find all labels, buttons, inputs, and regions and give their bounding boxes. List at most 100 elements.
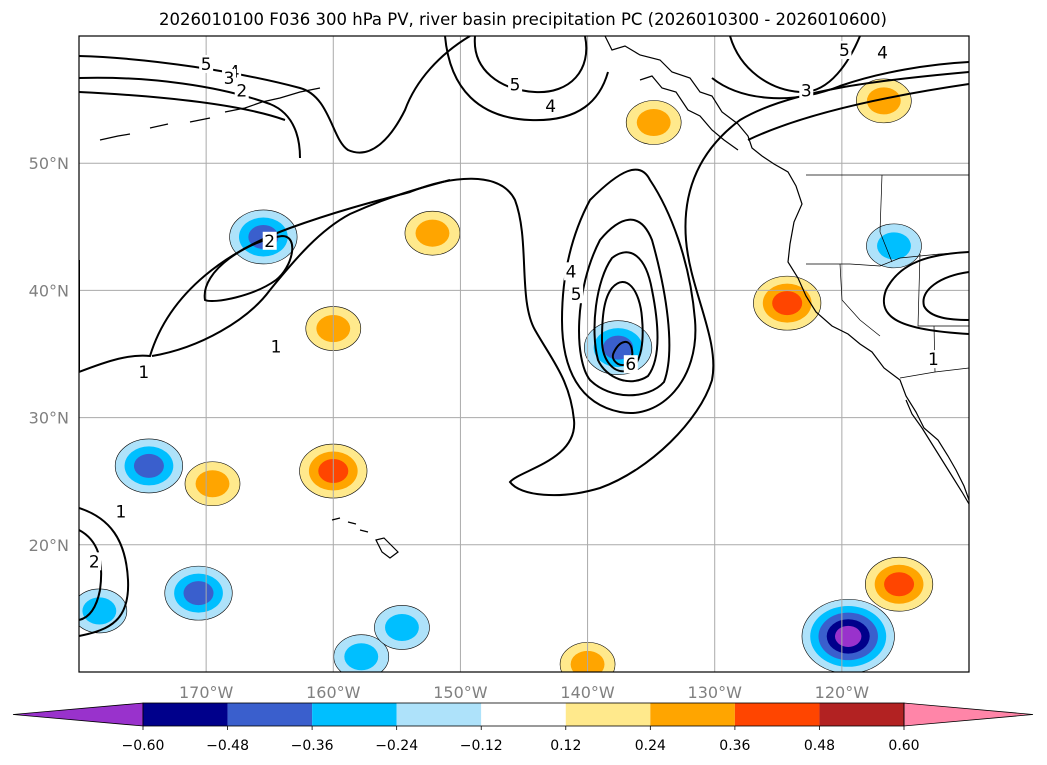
colorbar-tick-label: 0.24 [635, 738, 666, 754]
precip-anomaly-outline [164, 565, 233, 621]
colorbar-tick-label: 0.48 [804, 738, 835, 754]
colorbar-tick-label: 0.36 [719, 738, 750, 754]
pv-contours [79, 36, 969, 637]
colorbar-segment [565, 703, 651, 726]
map-frame [78, 35, 970, 673]
precip-anomaly-outline [374, 605, 430, 650]
pv-contour [151, 179, 451, 357]
pv-contour [79, 76, 301, 159]
contour-label-bg [799, 81, 814, 100]
contour-label-bg [508, 75, 523, 94]
pv-contour [79, 91, 286, 121]
contour-label-bg [837, 40, 852, 59]
pv-contour [79, 507, 130, 637]
pv-contour [882, 251, 969, 335]
precip-anomaly-outline [584, 320, 653, 375]
lon-label: 170°W [179, 683, 234, 702]
precip-anomaly [884, 572, 915, 597]
lat-label: 30°N [29, 409, 69, 428]
contour-label: 1 [138, 363, 149, 383]
pv-contour [747, 83, 969, 141]
pv-contour [560, 168, 697, 415]
precip-anomaly-outline [184, 461, 241, 507]
contour-label: 5 [201, 55, 212, 75]
contour-label: 5 [510, 75, 521, 95]
contour-label: 4 [545, 97, 556, 117]
colorbar-segment [143, 703, 228, 726]
gridlines [79, 36, 969, 672]
north-america-coastline [604, 36, 969, 501]
contour-label: 1 [116, 503, 127, 523]
pv-contour [593, 251, 659, 383]
contour-label-bg [926, 350, 941, 369]
lon-label: 150°W [433, 683, 488, 702]
precip-anomaly [877, 232, 911, 260]
colorbar-segment [650, 703, 735, 726]
us-state-lines [806, 174, 969, 373]
precip-anomaly-outline [625, 100, 682, 145]
pv-contour [473, 36, 588, 94]
colorbar-tick-label: 0.12 [550, 738, 581, 754]
colorbar-tick-label: −0.12 [460, 738, 503, 754]
political-borders [806, 174, 969, 379]
pv-contour [79, 529, 103, 621]
contour-label: 5 [839, 41, 850, 61]
colorbar-segment [227, 703, 313, 726]
contour-label: 1 [271, 337, 282, 357]
colorbar-segment [734, 703, 820, 726]
contour-label-bg [623, 355, 638, 374]
lon-label: 140°W [560, 683, 615, 702]
precip-anomaly [195, 470, 230, 498]
chart-title: 2026010100 F036 300 hPa PV, river basin … [159, 10, 887, 29]
precip-anomaly [636, 108, 671, 137]
colorbar-tick-label: 0.60 [888, 738, 919, 754]
contour-label: 2 [89, 552, 100, 572]
ocean-background [79, 36, 969, 672]
colorbar-tick-label: −0.36 [291, 738, 334, 754]
pv-contour [578, 218, 671, 397]
colorbar-extend-low [12, 702, 144, 727]
baja-coastline [905, 399, 969, 505]
precip-anomaly [82, 597, 117, 625]
contour-label: 4 [877, 44, 888, 64]
aleutian-islands [99, 87, 321, 141]
lon-label: 160°W [306, 683, 361, 702]
colorbar-tick-labels: −0.60 −0.48 −0.36 −0.24 −0.12 0.12 0.24 … [122, 738, 920, 754]
colorbar-segment [312, 703, 397, 726]
contour-label-bg [269, 337, 284, 356]
colorbar-segment [819, 703, 904, 726]
precip-anomaly [385, 613, 419, 642]
hawaiian-islands [331, 517, 399, 559]
pv-contour [79, 71, 969, 497]
map-area: 543254543211124561 [79, 36, 969, 672]
colorbar-segment [481, 703, 566, 726]
contour-label: 6 [625, 355, 636, 375]
longitude-labels: 170°W 160°W 150°W 140°W 130°W 120°W [179, 683, 869, 702]
pv-contour-labels: 543254543211124561 [87, 40, 941, 572]
latitude-labels: 20°N 30°N 40°N 50°N [29, 154, 69, 555]
colorbar-extend-high [903, 702, 1034, 727]
contour-label: 3 [224, 69, 235, 89]
lat-label: 50°N [29, 154, 69, 173]
lat-label: 40°N [29, 281, 69, 300]
contour-label-bg [113, 502, 128, 521]
precip-anomaly-outline [114, 438, 183, 494]
precip-anomaly [835, 625, 862, 647]
contour-label: 3 [801, 82, 812, 102]
precip-anomaly-outline [753, 275, 822, 331]
colorbar-tick-label: −0.48 [206, 738, 249, 754]
precip-anomaly-outline [801, 599, 895, 672]
contour-label-bg [543, 96, 558, 115]
contour-label: 5 [571, 285, 582, 305]
contour-label: 1 [928, 350, 939, 370]
contour-label-bg [136, 362, 151, 381]
contour-label-bg [87, 552, 102, 571]
precip-anomaly [866, 87, 901, 115]
contour-label-bg [564, 262, 579, 281]
precip-anomaly [772, 291, 803, 316]
colorbar [12, 702, 1034, 730]
contour-label: 2 [264, 232, 275, 252]
precip-anomaly [133, 453, 164, 478]
contour-label-bg [262, 231, 277, 250]
precip-anomaly-outline [865, 556, 934, 612]
